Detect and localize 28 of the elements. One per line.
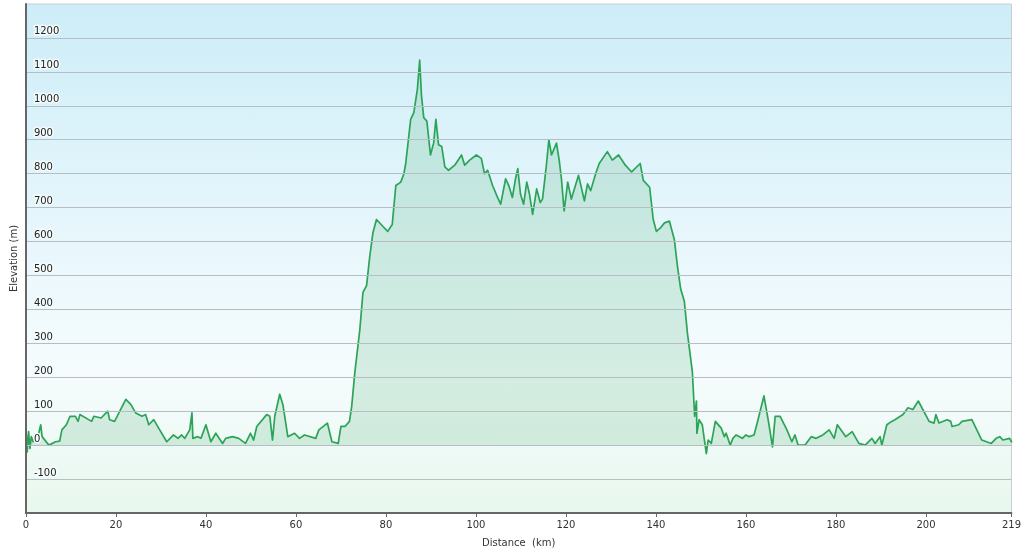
y-tick-label: 900 (33, 127, 53, 139)
y-tick-label: -100 (33, 466, 57, 478)
x-tick-label: 80 (379, 518, 393, 530)
y-tick-label: 1200 (33, 25, 60, 37)
y-axis-title: Elevation (m) (7, 224, 19, 293)
y-tick-label: 200 (33, 364, 53, 376)
x-tick-label: 140 (646, 518, 666, 530)
y-tick-label: 100 (33, 398, 53, 410)
x-tick-label: 20 (109, 518, 123, 530)
x-tick-label: 60 (289, 518, 303, 530)
x-tick-label: 0 (22, 518, 30, 530)
x-tick-label: 219 (1001, 518, 1021, 530)
y-tick-label: 0 (33, 432, 41, 444)
x-axis-title: Distance (km) (481, 536, 556, 548)
x-tick-label: 180 (826, 518, 846, 530)
y-tick-label: 300 (33, 330, 53, 342)
x-tick-label: 160 (736, 518, 756, 530)
y-tick-label: 700 (33, 195, 53, 207)
x-tick-label: 100 (466, 518, 486, 530)
y-tick-label: 600 (33, 229, 53, 241)
x-tick-label: 120 (556, 518, 576, 530)
y-tick-label: 1100 (33, 59, 60, 71)
y-tick-label: 500 (33, 262, 53, 274)
x-tick-label: 200 (916, 518, 936, 530)
y-tick-label: 1000 (33, 93, 60, 105)
x-tick-label: 40 (199, 518, 213, 530)
y-tick-label: 400 (33, 296, 53, 308)
y-tick-label: 800 (33, 161, 53, 173)
